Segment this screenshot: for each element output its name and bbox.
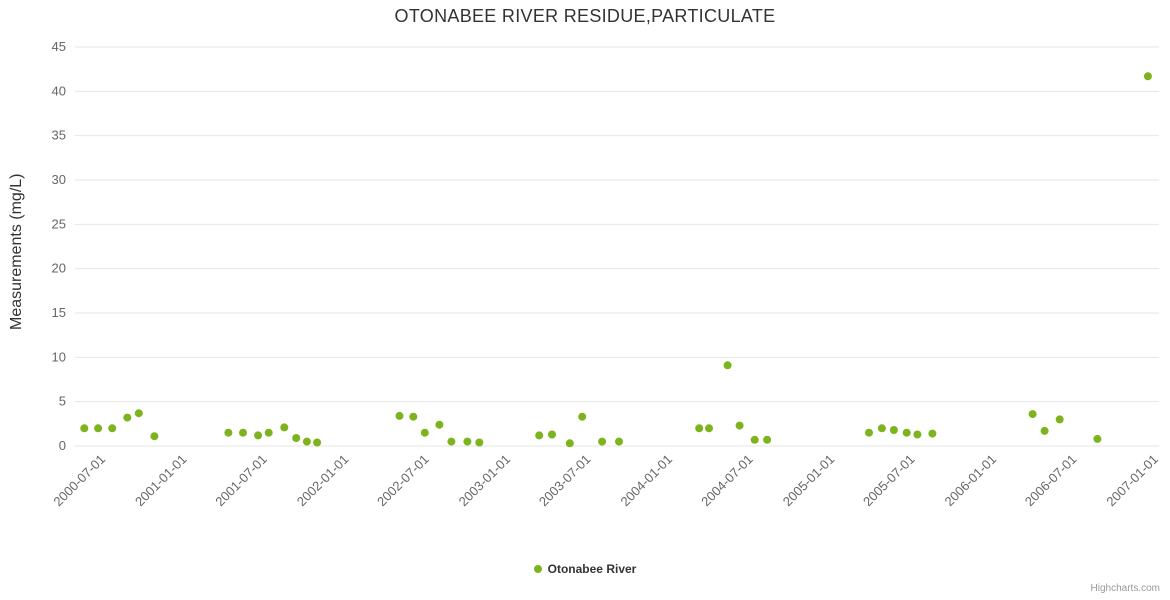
- data-point[interactable]: [475, 438, 484, 447]
- data-point[interactable]: [705, 424, 713, 433]
- data-point[interactable]: [1028, 410, 1037, 419]
- legend-marker-icon: [533, 565, 542, 573]
- x-tick-label: 2005-07-01: [860, 452, 918, 510]
- data-point[interactable]: [435, 420, 444, 429]
- data-point[interactable]: [254, 431, 263, 440]
- data-point[interactable]: [94, 424, 103, 433]
- y-tick-label: 20: [52, 261, 66, 276]
- chart-title: OTONABEE RIVER RESIDUE,PARTICULATE: [394, 6, 776, 26]
- data-point[interactable]: [1093, 434, 1102, 443]
- y-tick-label: 25: [52, 216, 66, 231]
- data-point[interactable]: [463, 437, 472, 446]
- data-point[interactable]: [902, 428, 911, 437]
- x-tick-label: 2002-01-01: [294, 452, 352, 510]
- data-point[interactable]: [395, 411, 404, 420]
- y-tick-label: 15: [52, 305, 66, 320]
- y-tick-label: 5: [59, 394, 66, 409]
- y-tick-label: 35: [52, 128, 66, 143]
- y-tick-label: 45: [52, 39, 66, 54]
- data-point[interactable]: [535, 431, 544, 440]
- x-tick-label: 2003-07-01: [536, 452, 594, 510]
- data-point[interactable]: [565, 439, 574, 448]
- data-point[interactable]: [123, 413, 132, 422]
- x-tick-label: 2001-07-01: [212, 452, 270, 510]
- data-point[interactable]: [302, 437, 311, 446]
- x-tick-label: 2007-01-01: [1103, 452, 1161, 510]
- data-point[interactable]: [1040, 426, 1049, 435]
- x-tick-label: 2006-07-01: [1022, 452, 1080, 510]
- data-point[interactable]: [598, 437, 607, 446]
- data-point[interactable]: [280, 423, 289, 432]
- y-tick-label: 10: [52, 349, 66, 364]
- x-tick-label: 2004-07-01: [698, 452, 756, 510]
- data-point[interactable]: [264, 428, 273, 437]
- x-tick-label: 2003-01-01: [456, 452, 514, 510]
- x-tick-label: 2000-07-01: [50, 452, 108, 510]
- highcharts-credit[interactable]: Highcharts.com: [1090, 583, 1160, 594]
- data-point[interactable]: [889, 426, 898, 434]
- legend-label: Otonabee River: [547, 562, 637, 576]
- x-tick-label: 2002-07-01: [374, 452, 432, 510]
- data-point[interactable]: [877, 424, 886, 433]
- data-point[interactable]: [239, 428, 247, 437]
- data-point[interactable]: [735, 421, 744, 430]
- x-tick-label: 2004-01-01: [617, 452, 675, 510]
- y-tick-label: 30: [52, 172, 66, 187]
- y-tick-label: 40: [52, 83, 66, 98]
- data-point[interactable]: [80, 424, 89, 433]
- data-point[interactable]: [865, 428, 873, 437]
- data-point[interactable]: [1143, 72, 1152, 81]
- data-point[interactable]: [150, 432, 159, 441]
- data-point[interactable]: [313, 438, 322, 447]
- legend[interactable]: Otonabee River: [0, 562, 1170, 576]
- data-point[interactable]: [763, 435, 772, 444]
- data-point[interactable]: [578, 412, 587, 421]
- data-point[interactable]: [292, 434, 301, 442]
- data-point[interactable]: [1055, 415, 1064, 424]
- y-tick-label: 0: [59, 438, 66, 453]
- data-point[interactable]: [409, 412, 418, 421]
- data-point[interactable]: [750, 435, 759, 444]
- data-point[interactable]: [615, 437, 623, 446]
- data-point[interactable]: [928, 429, 937, 438]
- data-point[interactable]: [723, 361, 732, 370]
- data-point[interactable]: [224, 428, 233, 437]
- data-point[interactable]: [447, 437, 456, 446]
- x-tick-label: 2005-01-01: [780, 452, 838, 510]
- data-point[interactable]: [548, 430, 556, 439]
- data-point[interactable]: [913, 430, 922, 439]
- data-point[interactable]: [420, 428, 429, 437]
- data-point[interactable]: [695, 424, 704, 433]
- x-tick-label: 2001-01-01: [132, 452, 190, 510]
- x-tick-label: 2006-01-01: [942, 452, 1000, 510]
- data-point[interactable]: [108, 424, 117, 433]
- data-point[interactable]: [134, 409, 143, 418]
